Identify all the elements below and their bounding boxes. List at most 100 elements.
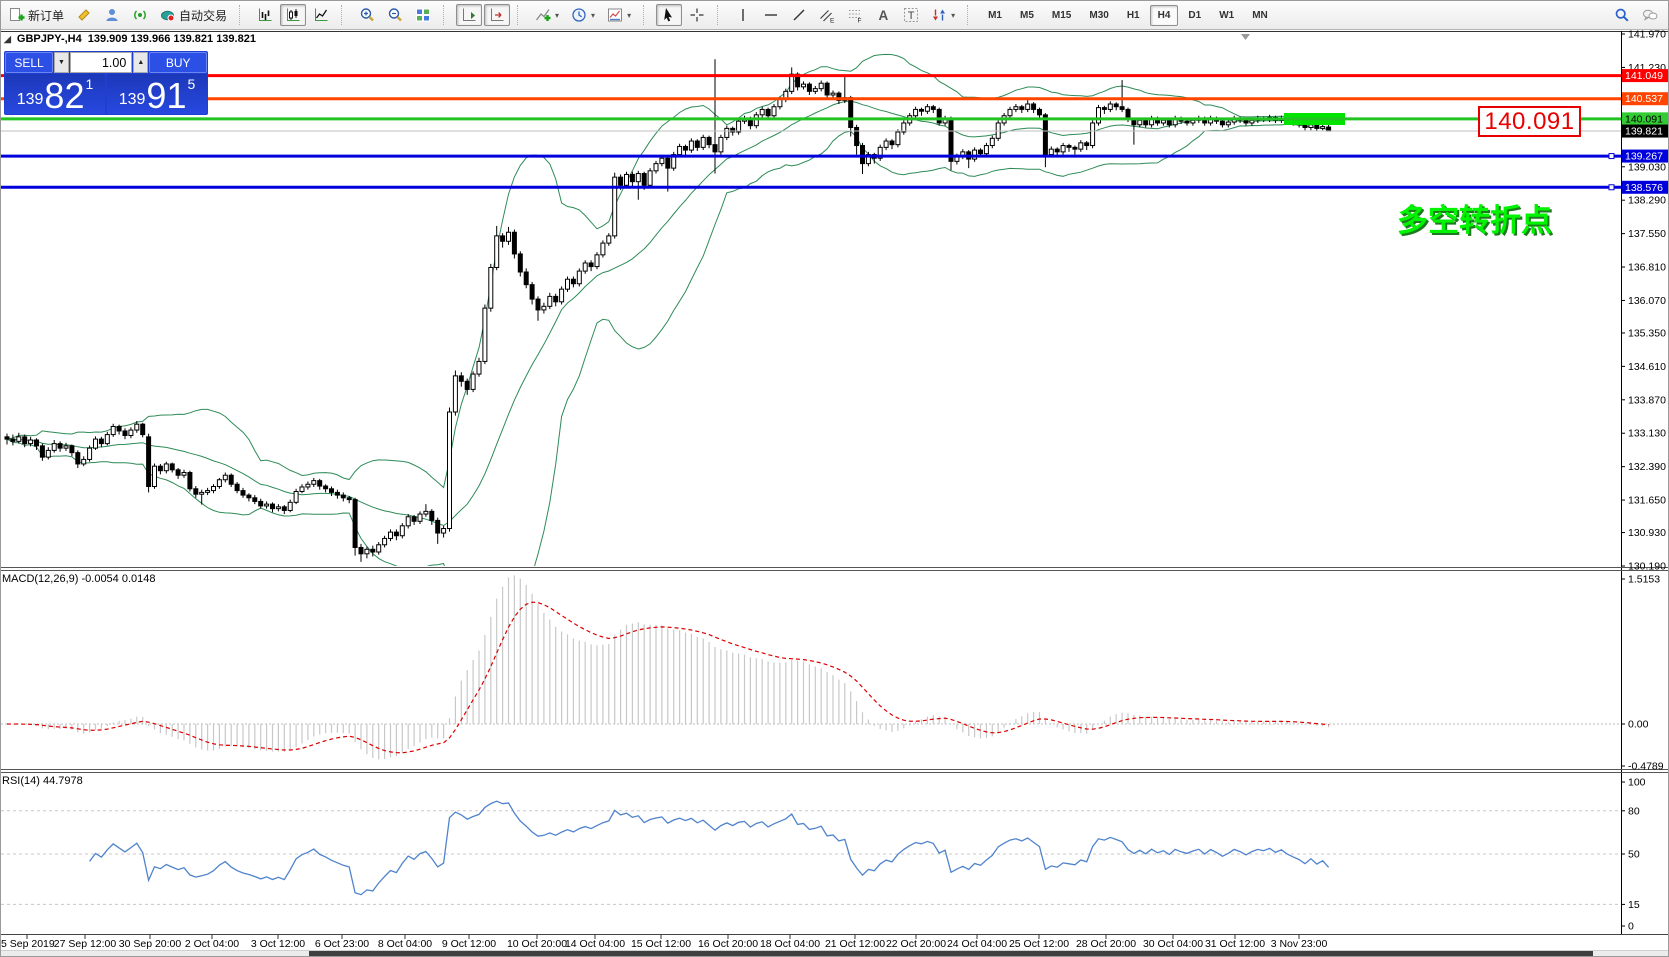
timeframe-w1-button[interactable]: W1 bbox=[1219, 9, 1235, 21]
toolbar-group-5 bbox=[653, 1, 713, 29]
x-axis-date-label: 3 Oct 12:00 bbox=[251, 938, 305, 950]
arrows-button[interactable]: ▾ bbox=[926, 4, 960, 26]
y-axis-tick-label: 130.930 bbox=[1628, 527, 1666, 539]
auto-scroll-button[interactable] bbox=[456, 4, 483, 26]
timeframe-h4-button[interactable]: H4 bbox=[1149, 4, 1179, 26]
styler-button[interactable] bbox=[71, 4, 97, 26]
candle-body bbox=[1166, 119, 1172, 126]
horizontal-line-button[interactable] bbox=[758, 4, 784, 26]
x-axis-date-label: 31 Oct 12:00 bbox=[1205, 938, 1265, 950]
candle-body bbox=[464, 380, 470, 390]
candle-body bbox=[1090, 122, 1096, 147]
sell-price-display[interactable]: 139 82 1 bbox=[5, 74, 105, 114]
candle-body bbox=[635, 173, 641, 183]
candle-body bbox=[1243, 119, 1249, 124]
search-button[interactable] bbox=[1609, 4, 1635, 26]
candle-body bbox=[240, 490, 246, 496]
x-axis-date-label: 30 Sep 20:00 bbox=[119, 938, 182, 950]
candle-body bbox=[1019, 106, 1025, 110]
autotrade-button[interactable]: 自动交易 bbox=[155, 4, 232, 27]
timeframe-m15-button[interactable]: M15 bbox=[1051, 9, 1072, 21]
cursor-button[interactable] bbox=[656, 4, 683, 26]
buy-price-sup: 5 bbox=[187, 76, 196, 92]
community-button[interactable] bbox=[99, 4, 125, 26]
candle-body bbox=[1078, 142, 1084, 150]
line-handle[interactable] bbox=[1608, 153, 1615, 160]
autotrade-icon bbox=[161, 10, 175, 22]
chevron-down-icon: ▾ bbox=[555, 10, 560, 20]
sell-price-sup: 1 bbox=[85, 76, 94, 92]
equidistant-channel-button[interactable]: E bbox=[814, 4, 840, 26]
candle-body bbox=[193, 488, 199, 495]
candle-body bbox=[234, 483, 240, 492]
line-handle[interactable] bbox=[1608, 184, 1615, 191]
timeframe-mn-button[interactable]: MN bbox=[1252, 9, 1268, 21]
candle-body bbox=[388, 531, 393, 539]
text-button[interactable]: A bbox=[870, 4, 896, 26]
buy-price-display[interactable]: 139 91 5 bbox=[107, 74, 207, 114]
candle-body bbox=[1025, 103, 1031, 110]
candle-body bbox=[759, 108, 765, 116]
cloud-user-icon bbox=[106, 9, 118, 21]
text-label-button[interactable]: T bbox=[898, 4, 924, 26]
timeframe-m30-button[interactable]: M30 bbox=[1089, 9, 1109, 21]
candle-body bbox=[211, 486, 216, 492]
chart-shift-button[interactable] bbox=[484, 4, 511, 26]
toolbar-group-3 bbox=[453, 1, 513, 29]
rsi-axis: 100 80 50 15 0 bbox=[1621, 777, 1646, 933]
candles-mode-button[interactable] bbox=[280, 4, 307, 26]
signal-icon bbox=[134, 10, 146, 20]
y-axis-tick-label: 133.870 bbox=[1628, 394, 1666, 406]
candle-body bbox=[252, 497, 258, 502]
x-axis-date-label: 28 Oct 20:00 bbox=[1076, 938, 1136, 950]
price-level-annotation-box[interactable]: 140.091 bbox=[1478, 106, 1581, 137]
tile-windows-button[interactable] bbox=[410, 4, 436, 26]
indicators-button[interactable]: ▾ bbox=[530, 4, 564, 26]
fibonacci-button[interactable]: F bbox=[842, 4, 868, 26]
candle-body bbox=[393, 531, 399, 537]
line-mode-button[interactable] bbox=[308, 4, 334, 26]
timeframe-m1-button[interactable]: M1 bbox=[988, 9, 1002, 21]
candle-body bbox=[175, 469, 181, 476]
chat-button[interactable] bbox=[1637, 4, 1663, 26]
svg-text:E: E bbox=[830, 18, 835, 24]
candle-body bbox=[1225, 121, 1231, 126]
timeframe-h1-button[interactable]: H1 bbox=[1126, 9, 1140, 21]
candle-body bbox=[854, 126, 860, 147]
candle-body bbox=[146, 436, 152, 488]
candle-body bbox=[382, 537, 388, 546]
hline-icon bbox=[765, 14, 778, 16]
candle-body bbox=[270, 503, 275, 510]
volume-increase-button[interactable]: ▲ bbox=[133, 52, 149, 73]
signals-button[interactable] bbox=[127, 4, 153, 26]
vertical-line-button[interactable] bbox=[730, 4, 756, 26]
zoom-out-button[interactable] bbox=[382, 4, 408, 26]
candle-body bbox=[547, 295, 553, 307]
zoom-in-button[interactable] bbox=[354, 4, 380, 26]
candle-body bbox=[152, 465, 157, 488]
horizontal-scrollbar-thumb[interactable] bbox=[309, 951, 1593, 956]
price-badge bbox=[1622, 92, 1668, 106]
crosshair-button[interactable] bbox=[684, 4, 710, 26]
candle-body bbox=[565, 278, 570, 290]
trendline-button[interactable] bbox=[786, 4, 812, 26]
bars-mode-button[interactable] bbox=[252, 4, 278, 26]
sell-button[interactable]: SELL bbox=[5, 52, 53, 73]
candle-body bbox=[641, 173, 647, 186]
buy-button[interactable]: BUY bbox=[149, 52, 207, 73]
timeframe-m5-button[interactable]: M5 bbox=[1020, 9, 1034, 21]
rsi-axis-label: 50 bbox=[1628, 849, 1640, 861]
periods-button[interactable]: ▾ bbox=[566, 4, 600, 26]
pivot-point-text-annotation[interactable]: 多空转折点 bbox=[1397, 203, 1552, 238]
volume-input[interactable]: 1.00 bbox=[70, 52, 133, 73]
candle-body bbox=[1219, 120, 1225, 126]
templates-button[interactable]: ▾ bbox=[602, 4, 636, 26]
candle-body bbox=[529, 284, 535, 300]
volume-decrease-button[interactable]: ▼ bbox=[54, 52, 69, 73]
candle-body bbox=[553, 295, 559, 303]
candle-body bbox=[1190, 119, 1196, 124]
candle-body bbox=[39, 445, 45, 458]
timeframe-d1-button[interactable]: D1 bbox=[1188, 9, 1202, 21]
candle-body bbox=[1066, 145, 1072, 148]
new-order-button[interactable]: 新订单 bbox=[4, 4, 69, 27]
